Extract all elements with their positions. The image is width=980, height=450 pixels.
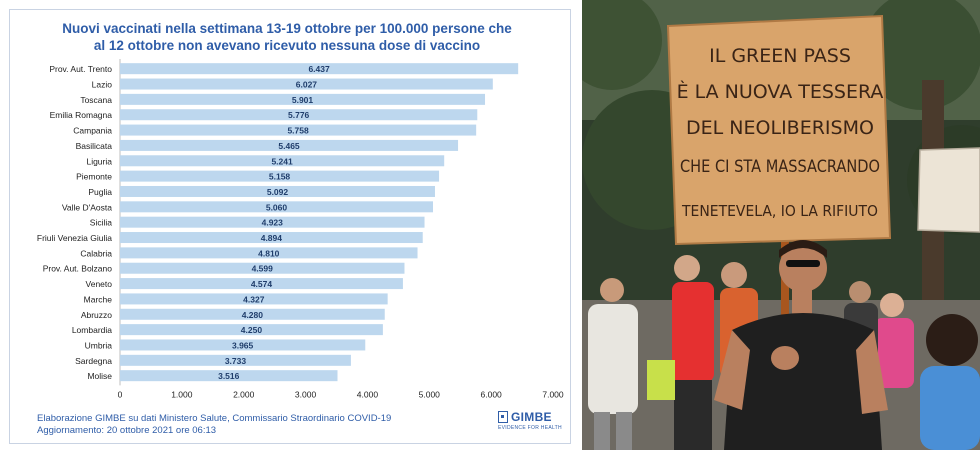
bar-value-label: 5.776 (288, 110, 310, 120)
x-tick-label: 7.000 (542, 389, 564, 399)
tree-foliage (862, 0, 980, 110)
bar-value-label: 3.965 (232, 340, 254, 350)
sign-holder (714, 240, 888, 450)
x-tick-label: 5.000 (419, 389, 441, 399)
gimbe-logo: GIMBE EVIDENCE FOR HEALTH (498, 410, 562, 434)
x-tick-label: 0 (118, 389, 123, 399)
bar-value-label: 5.241 (271, 156, 293, 166)
bar (120, 324, 383, 336)
gimbe-logo-tagline: EVIDENCE FOR HEALTH (498, 425, 562, 431)
bar (120, 185, 435, 197)
bar (120, 354, 351, 366)
sign-line-2: È LA NUOVA TESSERA (677, 80, 884, 103)
source-note: Elaborazione GIMBE su dati Ministero Sal… (37, 413, 392, 424)
bar-chart: Prov. Aut. Trento 6.437 Lazio 6.027 Toscana 5… (37, 59, 564, 399)
category-label: Valle D'Aosta (62, 202, 112, 212)
bar-value-label: 4.280 (242, 310, 264, 320)
category-label: Abruzzo (81, 310, 112, 320)
category-label: Veneto (86, 279, 113, 289)
gimbe-logo-name: GIMBE (511, 410, 552, 424)
chart-panel: Nuovi vaccinati nella settimana 13-19 ot… (9, 9, 571, 444)
bar (120, 155, 445, 167)
bar (120, 93, 486, 105)
sign-line-4: CHE CI STA MASSACRANDO (680, 157, 880, 177)
category-label: Marche (84, 294, 113, 304)
bar-value-label: 5.901 (292, 95, 314, 105)
bar (120, 109, 478, 121)
protest-photo: IL GREEN PASS È LA NUOVA TESSERA DEL NEO… (582, 0, 980, 450)
bar-value-label: 4.599 (252, 264, 274, 274)
bar-value-label: 5.092 (267, 187, 289, 197)
bar-value-label: 4.810 (258, 248, 280, 258)
bar-value-label: 4.250 (241, 325, 263, 335)
bar-value-label: 4.574 (251, 279, 273, 289)
bar (120, 216, 425, 228)
bar (120, 124, 477, 136)
bar-value-label: 4.327 (243, 294, 265, 304)
category-label: Prov. Aut. Bolzano (43, 264, 113, 274)
bar (120, 308, 385, 320)
sign-line-1: IL GREEN PASS (709, 45, 851, 67)
x-tick-label: 1.000 (171, 389, 193, 399)
bar-value-label: 4.894 (261, 233, 283, 243)
bar-value-label: 5.060 (266, 202, 288, 212)
sign-line-5: TENETEVELA, IO LA RIFIUTO (681, 202, 878, 220)
bar (120, 170, 440, 182)
category-label: Calabria (80, 248, 112, 258)
bar-value-label: 6.027 (296, 80, 318, 90)
category-label: Friuli Venezia Giulia (37, 233, 112, 243)
bar-value-label: 5.758 (287, 126, 309, 136)
category-label: Emilia Romagna (50, 110, 113, 120)
category-label: Liguria (86, 156, 112, 166)
bar-value-label: 3.516 (218, 371, 240, 381)
bar-value-label: 6.437 (308, 64, 330, 74)
category-label: Toscana (80, 95, 112, 105)
tree-foliage (582, 0, 662, 90)
bar-value-label: 4.923 (262, 218, 284, 228)
bar (120, 78, 493, 90)
category-label: Molise (87, 371, 112, 381)
x-tick-label: 2.000 (233, 389, 255, 399)
second-sign (917, 147, 980, 233)
chart-frame (9, 9, 571, 444)
gimbe-mark-icon (498, 411, 508, 423)
x-tick-label: 4.000 (357, 389, 379, 399)
update-note: Aggiornamento: 20 ottobre 2021 ore 06:13 (37, 425, 217, 436)
category-label: Lazio (92, 80, 113, 90)
bar (120, 201, 433, 213)
category-label: Campania (73, 126, 112, 136)
category-label: Umbria (85, 340, 113, 350)
x-tick-label: 3.000 (295, 389, 317, 399)
bar (120, 293, 388, 305)
category-label: Basilicata (76, 141, 113, 151)
bar (120, 262, 405, 274)
sign-line-3: DEL NEOLIBERISMO (686, 117, 874, 139)
bar (120, 247, 418, 259)
category-label: Prov. Aut. Trento (49, 64, 112, 74)
bar (120, 63, 519, 75)
category-label: Lombardia (72, 325, 112, 335)
chart-title-line-2: al 12 ottobre non avevano ricevuto nessu… (93, 38, 481, 53)
category-label: Puglia (88, 187, 112, 197)
category-label: Sicilia (90, 218, 112, 228)
category-label: Piemonte (76, 172, 112, 182)
bar-value-label: 5.465 (278, 141, 300, 151)
sign-text: IL GREEN PASS È LA NUOVA TESSERA DEL NEO… (677, 45, 884, 220)
bar (120, 339, 366, 351)
protest-photo-illustration: IL GREEN PASS È LA NUOVA TESSERA DEL NEO… (582, 0, 980, 450)
bar-value-label: 5.158 (269, 172, 291, 182)
bar-value-label: 3.733 (225, 356, 247, 366)
x-tick-label: 6.000 (481, 389, 503, 399)
sign-stick (781, 232, 789, 352)
chart-title-line-1: Nuovi vaccinati nella settimana 13-19 ot… (62, 21, 512, 36)
category-label: Sardegna (75, 356, 112, 366)
bar (120, 370, 338, 382)
bar (120, 139, 459, 151)
bar (120, 232, 423, 244)
bar (120, 278, 403, 290)
protest-sign (666, 14, 892, 246)
